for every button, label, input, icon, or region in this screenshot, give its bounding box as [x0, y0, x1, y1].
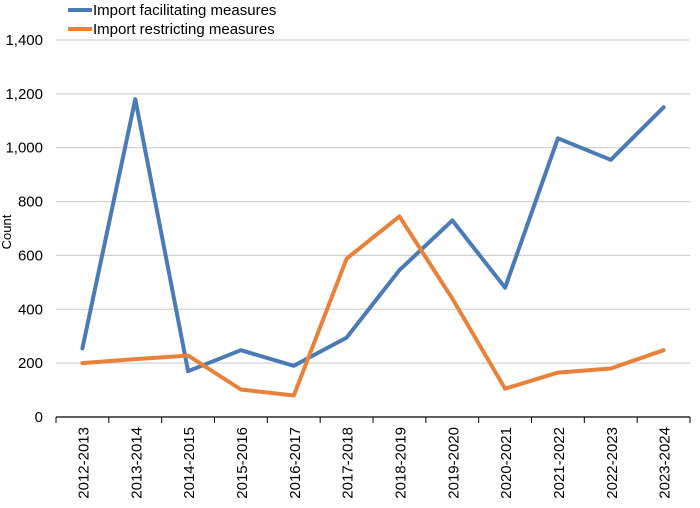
legend: Import facilitating measures Import restr…	[68, 2, 276, 38]
series-lines	[80, 97, 666, 398]
x-tick-label: 2019-2020	[445, 427, 462, 499]
series-line-1	[80, 97, 666, 374]
y-tick-label: 1,400	[5, 32, 43, 49]
x-tick-label: 2012-2013	[75, 427, 92, 499]
y-tick-label: 800	[18, 194, 43, 211]
x-tick-label: 2013-2014	[128, 427, 145, 499]
y-tick-label: 600	[18, 247, 43, 264]
gridlines	[56, 39, 690, 364]
x-tick-label: 2020-2021	[498, 427, 515, 499]
y-tick-label: 1,200	[5, 86, 43, 103]
legend-label: Import restricting measures	[93, 21, 275, 38]
x-tick-label: 2023-2024	[657, 427, 674, 499]
x-tick-label: 2017-2018	[340, 427, 357, 499]
x-tick-label: 2022-2023	[604, 427, 621, 499]
x-tick-label: 2014-2015	[181, 427, 198, 499]
x-axis-ticks: 2012-2013 2013-2014 2014-2015 2015-2016 2016…	[55, 417, 691, 499]
x-tick-label: 2018-2019	[392, 427, 409, 499]
legend-label: Import facilitating measures	[93, 2, 276, 19]
y-tick-label: 200	[18, 355, 43, 372]
x-tick-label: 2015-2016	[234, 427, 251, 499]
y-tick-label: 400	[18, 301, 43, 318]
x-tick-label: 2016-2017	[287, 427, 304, 499]
x-tick-label: 2021-2022	[551, 427, 568, 499]
series-line-2	[80, 214, 666, 398]
y-axis-ticks: 0 200 400 600 800 1,000 1,200 1,400	[5, 32, 43, 426]
y-tick-label: 1,000	[5, 140, 43, 157]
y-axis-title: Count	[0, 214, 14, 249]
y-tick-label: 0	[35, 409, 43, 426]
